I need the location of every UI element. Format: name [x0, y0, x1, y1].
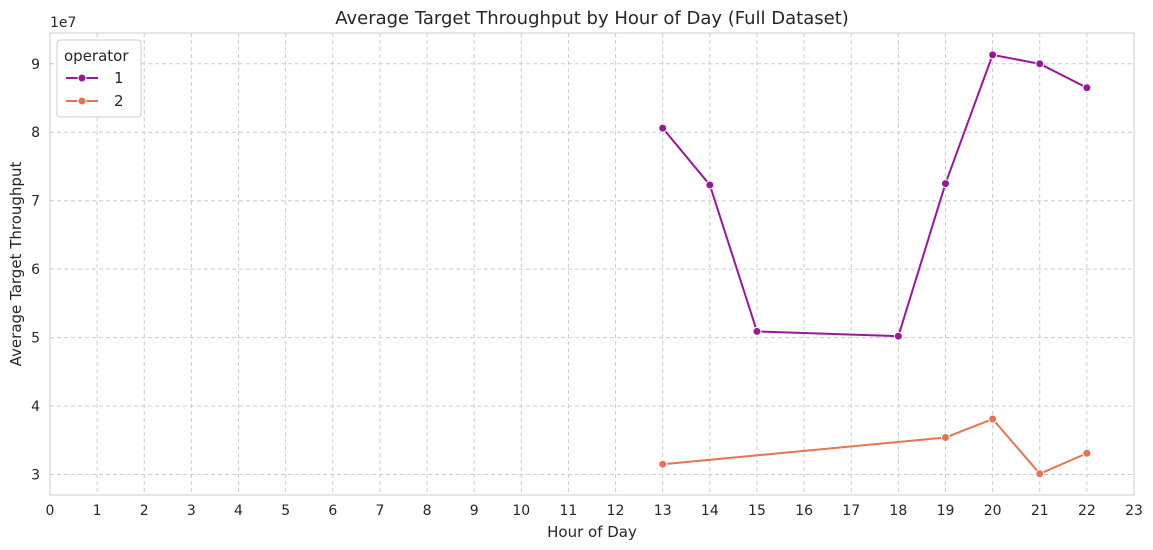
legend-marker — [77, 73, 87, 83]
x-tick-label: 17 — [842, 503, 860, 519]
legend-box — [56, 39, 142, 118]
x-tick-label: 22 — [1078, 503, 1096, 519]
y-tick-label: 6 — [31, 262, 40, 278]
legend-title: operator — [64, 47, 129, 65]
data-point — [1035, 469, 1045, 479]
legend-marker — [77, 96, 87, 106]
legend-label: 2 — [114, 92, 124, 110]
x-tick-label: 1 — [93, 503, 102, 519]
x-tick-labels: 0 1 2 3 4 5 6 7 8 9 10 11 12 13 14 15 16 17 18 19 20 21 22 23 — [46, 503, 1143, 519]
x-tick-label: 13 — [654, 503, 672, 519]
x-tick-label: 21 — [1031, 503, 1049, 519]
y-tick-labels: 3 4 5 6 7 8 9 — [31, 57, 40, 484]
y-tick-label: 9 — [31, 57, 40, 73]
x-tick-label: 19 — [937, 503, 955, 519]
x-tick-label: 23 — [1125, 503, 1143, 519]
data-point — [658, 123, 668, 133]
data-point — [940, 179, 950, 189]
data-point — [988, 414, 998, 424]
data-point — [893, 331, 903, 341]
legend-entry: 2 — [66, 92, 124, 110]
x-tick-label: 8 — [423, 503, 432, 519]
x-tick-label: 18 — [889, 503, 907, 519]
data-point — [988, 50, 998, 60]
grid — [49, 33, 1135, 495]
legend: operator 12 — [56, 39, 142, 118]
y-axis-label: Average Target Throughput — [7, 162, 25, 367]
x-tick-label: 15 — [748, 503, 766, 519]
x-tick-label: 2 — [140, 503, 149, 519]
x-tick-label: 10 — [512, 503, 530, 519]
x-tick-label: 9 — [470, 503, 479, 519]
x-axis-label: Hour of Day — [547, 523, 637, 541]
y-tick-label: 3 — [31, 467, 40, 483]
x-tick-label: 3 — [187, 503, 196, 519]
data-point — [940, 433, 950, 443]
series-1 — [658, 50, 1092, 341]
legend-entries: 12 — [66, 69, 124, 110]
x-tick-label: 11 — [560, 503, 578, 519]
data-point — [1082, 448, 1092, 458]
series-line — [661, 53, 1088, 338]
data-point — [705, 180, 715, 190]
legend-entry: 1 — [66, 69, 124, 87]
y-offset-label: 1e7 — [50, 15, 76, 31]
legend-label: 1 — [114, 69, 124, 87]
plot-frame — [49, 32, 1135, 496]
x-tick-label: 4 — [234, 503, 243, 519]
x-tick-label: 20 — [984, 503, 1002, 519]
series-line — [662, 418, 1088, 475]
chart-title: Average Target Throughput by Hour of Day… — [335, 8, 849, 29]
x-tick-label: 0 — [46, 503, 55, 519]
data-point — [1082, 83, 1092, 93]
x-tick-label: 16 — [795, 503, 813, 519]
x-tick-label: 12 — [607, 503, 625, 519]
x-tick-label: 6 — [328, 503, 337, 519]
series — [658, 50, 1092, 479]
y-tick-label: 4 — [31, 399, 40, 415]
y-tick-label: 5 — [31, 331, 40, 347]
y-tick-label: 8 — [31, 125, 40, 141]
data-point — [752, 326, 762, 336]
y-tick-label: 7 — [31, 194, 40, 210]
x-tick-label: 5 — [281, 503, 290, 519]
x-tick-label: 7 — [375, 503, 384, 519]
data-point — [658, 459, 668, 469]
x-tick-label: 14 — [701, 503, 719, 519]
data-point — [1035, 59, 1045, 69]
series-2 — [658, 414, 1092, 479]
